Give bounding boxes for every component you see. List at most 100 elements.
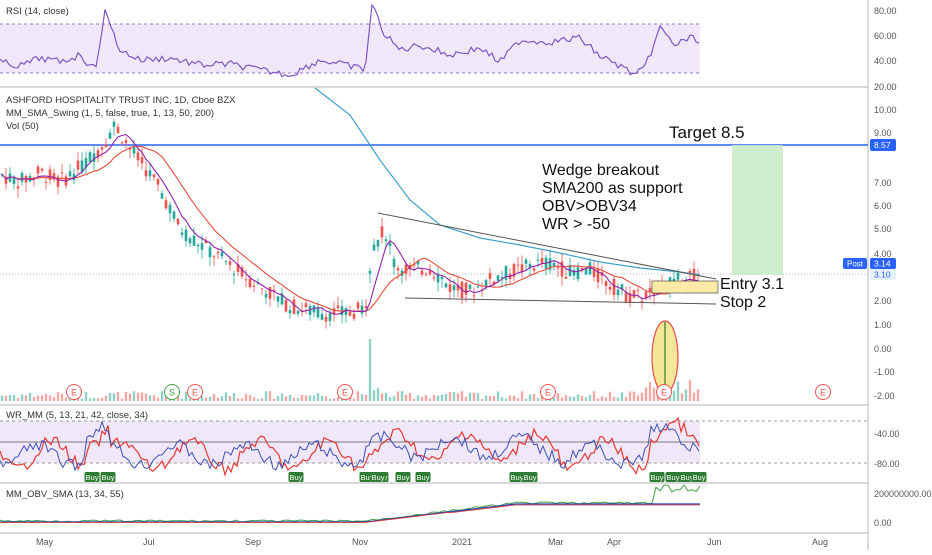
- obv-line: [0, 484, 701, 523]
- buy-label-box: [691, 472, 707, 482]
- candle-body: [452, 285, 456, 291]
- earnings-marker[interactable]: [656, 384, 672, 400]
- candle-body: [76, 160, 80, 170]
- candle-body: [320, 313, 324, 320]
- volume-bar: [212, 394, 216, 401]
- volume-bar: [440, 394, 444, 401]
- volume-bar: [452, 391, 456, 401]
- earnings-marker[interactable]: [66, 384, 82, 400]
- volume-bar: [488, 396, 492, 401]
- volume-bar: [512, 395, 516, 401]
- candle-body: [428, 270, 432, 275]
- time-tick: Jun: [707, 537, 722, 547]
- candle-body: [84, 158, 88, 168]
- candle-body: [628, 293, 632, 303]
- rsi-axis: 80.00 60.00 40.00 20.00: [874, 6, 897, 92]
- buy-label-box: [679, 472, 695, 482]
- candle-body: [312, 305, 316, 313]
- volume-bar: [300, 394, 304, 401]
- candle-body: [160, 193, 164, 199]
- candle-body: [556, 266, 560, 269]
- buy-label-box: [665, 472, 681, 482]
- volume-bar: [232, 392, 236, 401]
- volume-bar: [336, 396, 340, 401]
- candle-body: [236, 263, 240, 272]
- wr-slow-line: [0, 420, 700, 472]
- candle-body: [192, 235, 196, 246]
- note-line: SMA200 as support: [542, 180, 683, 197]
- volume-bar: [628, 391, 632, 401]
- volume-bar: [612, 397, 616, 401]
- buy-label-box: [522, 472, 538, 482]
- post-value-text: 3.14: [874, 259, 891, 269]
- earnings-marker[interactable]: [164, 384, 180, 400]
- buy-label: Buy: [372, 473, 385, 482]
- earnings-marker-letter: E: [71, 388, 77, 398]
- rsi-tick: 60.00: [874, 31, 897, 41]
- volume-bar: [444, 393, 448, 401]
- candle-body: [536, 259, 540, 261]
- earnings-marker[interactable]: [815, 384, 831, 400]
- candle-body: [552, 262, 556, 267]
- earnings-marker[interactable]: [540, 384, 556, 400]
- candle-body: [112, 121, 116, 127]
- volume-bar: [696, 389, 700, 401]
- candle-body: [4, 176, 8, 184]
- candle-body: [316, 307, 320, 318]
- volume-bar: [148, 395, 152, 401]
- volume-bar: [4, 395, 8, 401]
- volume-bar: [368, 339, 372, 401]
- candle-body: [608, 286, 612, 290]
- candle-body: [472, 295, 476, 297]
- candle-body: [292, 299, 296, 314]
- candle-body: [492, 281, 496, 285]
- rsi-label: RSI (14, close): [6, 6, 69, 17]
- volume-bar: [8, 395, 12, 401]
- candle-body: [456, 285, 460, 291]
- volume-bar: [216, 397, 220, 401]
- candle-body: [616, 289, 620, 296]
- volume-bar: [516, 398, 520, 401]
- price-title: ASHFORD HOSPITALITY TRUST INC, 1D, Cboe …: [6, 95, 236, 106]
- earnings-marker-letter: E: [545, 388, 551, 398]
- price-axis: 10.00 9.00 7.00 6.00 5.00 4.00 2.00 1.00…: [874, 105, 897, 401]
- last-value-badge: [870, 269, 896, 280]
- post-badge: [843, 258, 867, 269]
- volume-bar: [392, 396, 396, 401]
- candle-body: [288, 310, 292, 314]
- volume-bar: [264, 391, 268, 401]
- candle-body: [532, 268, 536, 271]
- candle-body: [152, 174, 156, 178]
- buy-label: Buy: [667, 473, 680, 482]
- volume-bar: [64, 397, 68, 401]
- earnings-marker[interactable]: [337, 384, 353, 400]
- volume-bar: [496, 391, 500, 401]
- volume-bar: [448, 392, 452, 401]
- volume-bar: [104, 395, 108, 401]
- candle-body: [392, 258, 396, 268]
- volume-bar: [268, 391, 272, 401]
- price-tick: 5.00: [874, 224, 892, 234]
- volume-bar: [304, 395, 308, 401]
- time-tick: Mar: [548, 537, 564, 547]
- volume-bar: [672, 390, 676, 401]
- volume-bar: [616, 397, 620, 401]
- obv-sma55-line: [0, 504, 700, 523]
- candle-body: [224, 261, 228, 263]
- volume-bar: [540, 394, 544, 401]
- volume-bar: [644, 387, 648, 401]
- volume-bar: [16, 398, 20, 401]
- candle-body: [116, 126, 120, 134]
- volume-bar: [576, 394, 580, 401]
- volume-bar: [432, 394, 436, 401]
- buy-label: Buy: [397, 473, 410, 482]
- candle-body: [464, 282, 468, 295]
- sma13-line: [1, 134, 699, 315]
- time-axis: May Jul Sep Nov 2021 Mar Apr Jun Aug: [36, 537, 828, 547]
- earnings-marker[interactable]: [187, 384, 203, 400]
- volume-bar: [96, 398, 100, 401]
- candle-body: [432, 277, 436, 279]
- candle-body: [156, 179, 160, 185]
